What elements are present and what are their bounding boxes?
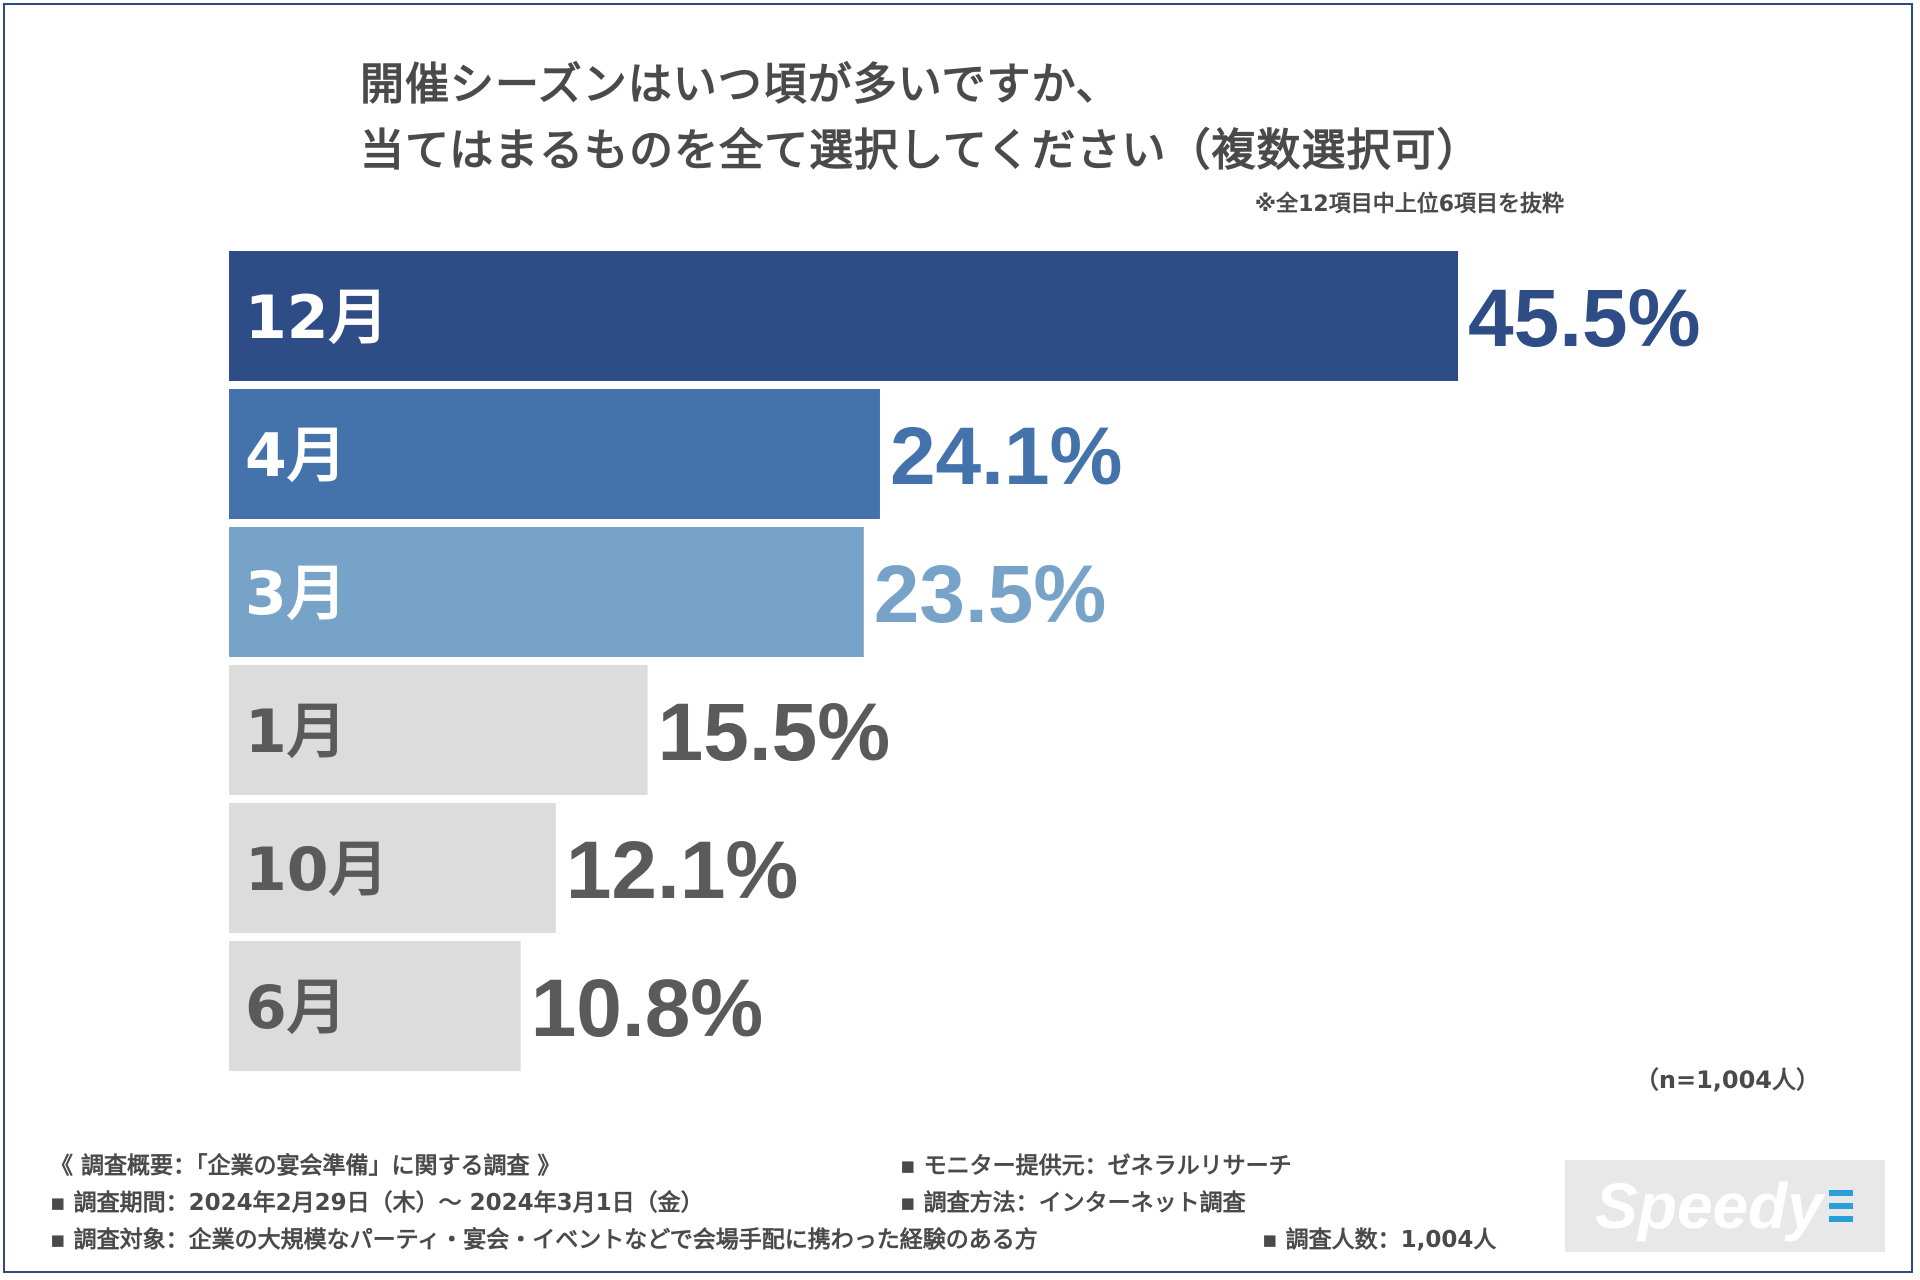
value-label-2: 24.1% (890, 411, 1123, 502)
survey-period: ▪ 調査期間：2024年2月29日（木）～ 2024年3月1日（金） (50, 1190, 704, 1216)
bar-4 (229, 665, 648, 795)
value-label-3: 23.5% (874, 549, 1107, 640)
bar-2 (229, 389, 880, 519)
bar-6 (229, 941, 521, 1071)
frame-border (3, 3, 1913, 1273)
survey-title: 《 調査概要：「企業の宴会準備」に関する調査 》 (50, 1153, 561, 1179)
category-label-1: 12月 (245, 283, 389, 353)
logo-text: Speedy (1595, 1170, 1823, 1242)
survey-summary-right: ▪ モニター提供元：ゼネラルリサーチ ▪ 調査方法：インターネット調査 (900, 1148, 1292, 1222)
survey-count: ▪ 調査人数：1,004人 (1262, 1227, 1497, 1253)
survey-monitor: ▪ モニター提供元：ゼネラルリサーチ (900, 1153, 1292, 1179)
category-label-2: 4月 (245, 421, 347, 491)
title-line-1: 開催シーズンはいつ頃が多いですか、 (360, 59, 1121, 110)
chart-title: 開催シーズンはいつ頃が多いですか、 当てはまるものを全て選択してください（複数選… (360, 52, 1481, 184)
value-label-1: 45.5% (1468, 273, 1701, 364)
bar-chart: 12月 45.5% 4月 24.1% 3月 23.5% 1月 15.5% 10月 12.1% 6月 1… (229, 251, 1701, 1071)
title-line-2: 当てはまるものを全て選択してください（複数選択可） (360, 125, 1482, 176)
sample-size: （n=1,004人） (1634, 1066, 1820, 1094)
survey-method: ▪ 調査方法：インターネット調査 (900, 1190, 1246, 1216)
bar-5 (229, 803, 556, 933)
bar-1 (229, 251, 1458, 381)
logo-bars-icon (1828, 1190, 1853, 1222)
category-label-5: 10月 (245, 835, 389, 905)
bar-3 (229, 527, 864, 657)
category-label-3: 3月 (245, 559, 347, 629)
survey-target: ▪ 調査対象：企業の大規模なパーティ・宴会・イベントなどで会場手配に携わった経験… (50, 1227, 1038, 1253)
speedy-logo: Speedy (1565, 1160, 1885, 1252)
value-label-5: 12.1% (566, 825, 799, 916)
category-label-6: 6月 (245, 973, 347, 1043)
value-label-4: 15.5% (658, 687, 891, 778)
value-label-6: 10.8% (531, 963, 764, 1054)
excerpt-note: ※全12項目中上位6項目を抜粋 (1254, 192, 1564, 217)
survey-summary: 《 調査概要：「企業の宴会準備」に関する調査 》 ▪ 調査期間：2024年2月2… (50, 1148, 1038, 1259)
category-label-4: 1月 (245, 697, 347, 767)
